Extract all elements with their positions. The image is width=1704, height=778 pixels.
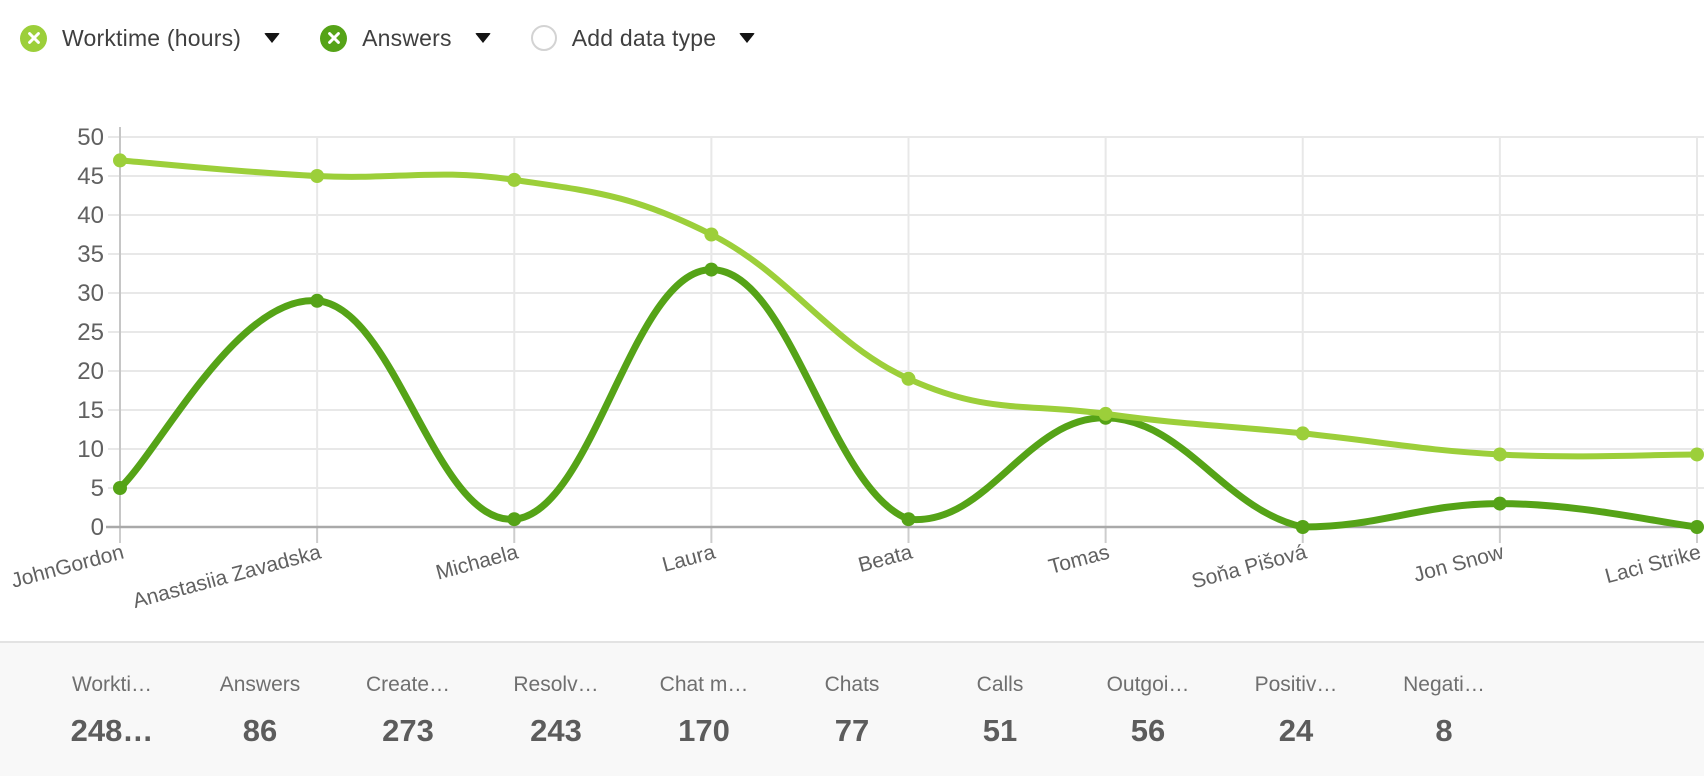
stat-label: Chat m… [659, 673, 749, 696]
line-chart-area[interactable]: 0 5 10 15 20 25 30 35 40 45 50 JohnGordon Anastasiia… [0, 80, 1704, 640]
svg-text:Laci Strike: Laci Strike [1603, 541, 1704, 589]
stat-value: 243 [530, 713, 582, 748]
svg-text:Beata: Beata [856, 541, 915, 578]
svg-text:Michaela: Michaela [433, 541, 520, 585]
legend-label: Add data type [571, 24, 717, 51]
stat-value: 56 [1130, 713, 1166, 748]
remove-series-icon[interactable] [320, 24, 348, 52]
svg-text:40: 40 [77, 202, 104, 229]
chevron-down-icon[interactable] [264, 33, 281, 43]
stat-card-answers[interactable]: Answers 86 [186, 673, 334, 776]
svg-text:25: 25 [77, 319, 104, 346]
svg-text:15: 15 [77, 397, 104, 424]
stat-card-positive[interactable]: Positiv… 24 [1222, 673, 1370, 776]
svg-text:Tomas: Tomas [1046, 541, 1112, 579]
svg-text:Laura: Laura [660, 541, 718, 577]
add-data-type-circle-icon[interactable] [530, 25, 557, 51]
summary-stats-bar: Workti… 248… Answers 86 Create… 273 Reso… [0, 641, 1704, 776]
stat-value: 24 [1278, 713, 1314, 748]
svg-text:JohnGordon: JohnGordon [9, 541, 127, 593]
stat-value: 170 [678, 713, 730, 748]
stat-card-calls[interactable]: Calls 51 [926, 673, 1074, 776]
stat-card-outgoing[interactable]: Outgoi… 56 [1074, 673, 1222, 776]
legend-label: Answers [362, 24, 452, 51]
svg-text:0: 0 [91, 514, 104, 541]
stat-card-worktime[interactable]: Workti… 248… [38, 673, 186, 776]
stat-label: Answers [219, 673, 301, 696]
stat-card-chats[interactable]: Chats 77 [778, 673, 926, 776]
data-type-legend: Worktime (hours) Answers Add data type [20, 16, 756, 60]
x-glyph [327, 32, 340, 44]
svg-text:20: 20 [77, 358, 104, 385]
chevron-down-icon[interactable] [739, 33, 756, 43]
svg-text:50: 50 [77, 124, 104, 151]
stat-label: Workti… [71, 673, 153, 696]
stat-label: Calls [976, 673, 1024, 696]
stat-label: Outgoi… [1106, 673, 1190, 696]
line-chart[interactable]: 0 5 10 15 20 25 30 35 40 45 50 JohnGordon Anastasiia… [0, 80, 1704, 640]
stat-value: 86 [242, 713, 278, 748]
svg-text:30: 30 [77, 280, 104, 307]
stat-label: Positiv… [1254, 673, 1338, 696]
stat-label: Resolv… [513, 673, 599, 696]
stat-value: 273 [382, 713, 434, 748]
stat-value: 8 [1435, 713, 1453, 748]
stat-label: Negati… [1403, 673, 1485, 696]
svg-text:5: 5 [91, 475, 104, 502]
stat-card-chat-messages[interactable]: Chat m… 170 [630, 673, 778, 776]
legend-item-add-data-type[interactable]: Add data type [530, 24, 756, 52]
svg-text:Jon Snow: Jon Snow [1411, 540, 1507, 586]
stat-label: Chats [824, 673, 880, 696]
chevron-down-icon[interactable] [474, 33, 491, 43]
svg-text:Anastasiia Zavadska: Anastasiia Zavadska [130, 541, 323, 613]
x-glyph [27, 32, 40, 44]
svg-text:10: 10 [77, 436, 104, 463]
stat-card-resolved[interactable]: Resolv… 243 [482, 673, 630, 776]
svg-text:45: 45 [77, 163, 104, 190]
stat-value: 248… [70, 713, 154, 748]
legend-item-answers[interactable]: Answers [320, 24, 491, 52]
legend-item-worktime[interactable]: Worktime (hours) [20, 24, 281, 52]
stat-card-negative[interactable]: Negati… 8 [1370, 673, 1518, 776]
legend-label: Worktime (hours) [62, 24, 242, 51]
svg-text:Soňa Pišová: Soňa Pišová [1189, 541, 1309, 594]
svg-text:35: 35 [77, 241, 104, 268]
stat-value: 77 [834, 713, 870, 748]
stat-value: 51 [982, 713, 1018, 748]
remove-series-icon[interactable] [20, 24, 47, 52]
stat-label: Create… [365, 673, 451, 696]
stat-card-created[interactable]: Create… 273 [334, 673, 482, 776]
